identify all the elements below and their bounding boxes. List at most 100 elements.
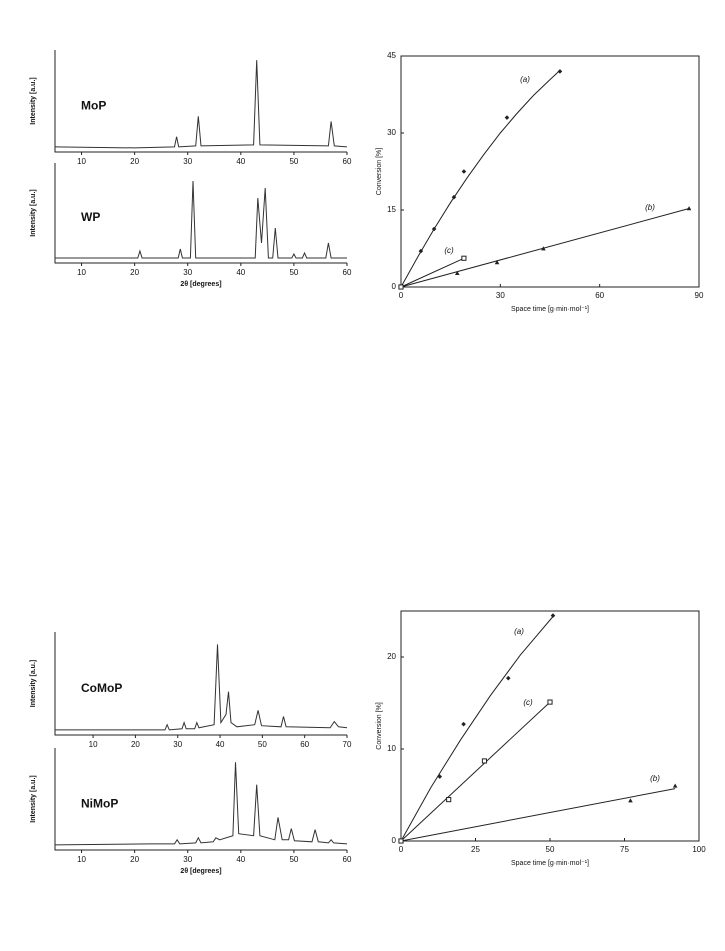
data-point — [672, 783, 678, 788]
x-tick-label: 60 — [300, 740, 309, 749]
fit-curve — [400, 788, 676, 842]
x-tick-label: 100 — [692, 845, 706, 854]
data-point — [550, 613, 556, 618]
xrd-pattern — [54, 762, 348, 846]
sample-label: WP — [81, 210, 100, 224]
xrd-pattern — [55, 644, 348, 731]
sample-label: CoMoP — [81, 681, 122, 695]
fit-curve — [400, 701, 551, 842]
y-axis-title: Intensity [a.u.] — [30, 189, 37, 236]
x-tick-label: 10 — [77, 855, 86, 864]
x-tick-label: 0 — [399, 291, 404, 300]
data-point — [628, 798, 633, 803]
y-tick-label: 0 — [392, 282, 397, 291]
x-axis-title: Space time [g·min·mol⁻¹] — [511, 306, 589, 313]
x-tick-label: 60 — [595, 291, 604, 300]
x-tick-label: 30 — [496, 291, 505, 300]
y-axis-title: Intensity [a.u.] — [30, 775, 37, 822]
data-point — [547, 699, 553, 705]
y-tick-label: 0 — [392, 836, 397, 845]
x-tick-label: 50 — [546, 845, 555, 854]
data-point — [541, 246, 546, 251]
series-label: (c) — [444, 246, 454, 255]
data-point — [686, 206, 692, 211]
plot-frame — [400, 55, 700, 288]
fit-curve — [400, 257, 465, 288]
data-point — [481, 758, 488, 764]
x-axis-title: 2θ [degrees] — [180, 281, 221, 288]
data-point — [454, 270, 460, 275]
data-point — [461, 255, 467, 261]
x-tick-label: 25 — [471, 845, 480, 854]
x-tick-label: 50 — [289, 157, 298, 166]
data-point — [461, 721, 466, 727]
sample-label: NiMoP — [81, 796, 118, 810]
x-axis-title: 2θ [degrees] — [180, 868, 221, 875]
fit-curve — [400, 70, 561, 288]
x-tick-label: 40 — [236, 157, 245, 166]
y-axis-title: Conversion [%] — [376, 148, 383, 196]
x-tick-label: 50 — [258, 740, 267, 749]
data-point — [418, 248, 424, 254]
x-tick-label: 40 — [236, 855, 245, 864]
data-point — [557, 69, 563, 74]
x-tick-label: 50 — [289, 268, 298, 277]
x-tick-label: 10 — [89, 740, 98, 749]
y-axis-title: Conversion [%] — [376, 702, 383, 750]
x-tick-label: 40 — [216, 740, 225, 749]
x-tick-label: 30 — [183, 157, 192, 166]
data-point — [505, 675, 511, 681]
y-tick-label: 20 — [387, 652, 396, 661]
x-tick-label: 75 — [620, 845, 629, 854]
x-tick-label: 50 — [289, 855, 298, 864]
x-tick-label: 60 — [343, 268, 352, 277]
x-tick-label: 60 — [343, 157, 352, 166]
plot-frame — [400, 610, 700, 842]
y-axis-title: Intensity [a.u.] — [30, 77, 37, 124]
fit-curve — [400, 616, 554, 842]
data-point — [494, 260, 500, 265]
x-tick-label: 20 — [130, 268, 139, 277]
series-label: (a) — [520, 75, 530, 84]
data-point — [398, 838, 404, 844]
x-axis-title: Space time [g·min·mol⁻¹] — [511, 860, 589, 867]
axis-line — [54, 748, 347, 851]
xrd-pattern — [54, 60, 348, 149]
data-point — [437, 774, 443, 779]
axis-line — [54, 632, 347, 736]
y-axis-title: Intensity [a.u.] — [30, 660, 37, 707]
data-point — [451, 194, 457, 200]
x-tick-label: 30 — [173, 740, 182, 749]
x-tick-label: 70 — [343, 740, 352, 749]
fit-curve — [400, 208, 690, 288]
axis-line — [54, 163, 347, 264]
axis-line — [54, 50, 347, 153]
data-point — [446, 797, 452, 803]
series-label: (b) — [650, 774, 660, 783]
data-point — [504, 115, 510, 120]
x-tick-label: 90 — [695, 291, 704, 300]
x-tick-label: 30 — [183, 268, 192, 277]
series-label: (c) — [523, 698, 533, 707]
series-label: (b) — [645, 203, 655, 212]
y-tick-label: 10 — [387, 744, 396, 753]
data-point — [461, 169, 467, 174]
x-tick-label: 30 — [183, 855, 192, 864]
x-tick-label: 20 — [131, 740, 140, 749]
sample-label: MoP — [81, 98, 106, 112]
data-point — [431, 226, 437, 232]
x-tick-label: 10 — [77, 157, 86, 166]
x-tick-label: 10 — [77, 268, 86, 277]
x-tick-label: 0 — [399, 845, 404, 854]
data-point — [398, 284, 404, 290]
x-tick-label: 20 — [130, 855, 139, 864]
y-tick-label: 15 — [387, 205, 396, 214]
x-tick-label: 60 — [343, 855, 352, 864]
x-tick-label: 40 — [236, 268, 245, 277]
x-tick-label: 20 — [130, 157, 139, 166]
xrd-pattern — [55, 180, 347, 259]
series-label: (a) — [514, 627, 524, 636]
y-tick-label: 30 — [387, 128, 396, 137]
